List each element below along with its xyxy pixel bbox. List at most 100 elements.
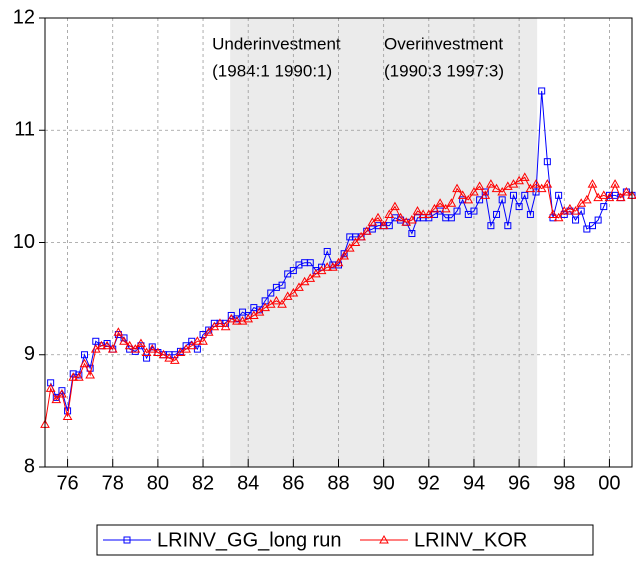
- marker: [288, 288, 299, 297]
- series: [40, 87, 636, 428]
- y-tick-label: 11: [14, 119, 35, 141]
- marker: [509, 191, 517, 199]
- marker: [531, 179, 541, 188]
- marker: [254, 307, 265, 316]
- marker: [423, 209, 434, 218]
- x-tick-label: 84: [237, 472, 259, 494]
- marker: [407, 215, 417, 224]
- marker: [327, 262, 338, 271]
- marker: [497, 186, 508, 196]
- marker: [158, 349, 169, 359]
- y-tick-label: 12: [13, 6, 35, 28]
- marker: [538, 87, 546, 95]
- marker: [75, 371, 83, 379]
- marker: [581, 194, 592, 204]
- marker: [45, 383, 56, 392]
- x-tick-label: 90: [373, 472, 395, 494]
- marker: [289, 267, 297, 275]
- marker: [604, 192, 615, 202]
- marker: [525, 183, 536, 193]
- x-tick-label: 98: [553, 472, 575, 494]
- legend-label: LRINV_KOR: [414, 529, 527, 551]
- marker: [333, 257, 344, 267]
- marker: [164, 353, 175, 362]
- marker: [435, 198, 445, 207]
- marker: [615, 192, 626, 202]
- marker: [543, 158, 551, 166]
- marker: [418, 209, 429, 218]
- marker: [515, 203, 523, 211]
- marker: [446, 198, 457, 207]
- marker: [367, 217, 378, 226]
- marker: [373, 212, 383, 222]
- marker: [588, 222, 596, 230]
- marker: [198, 336, 208, 345]
- marker: [169, 355, 180, 364]
- marker: [147, 344, 158, 353]
- marker: [306, 259, 314, 267]
- marker: [408, 230, 416, 238]
- marker: [519, 172, 530, 181]
- marker: [621, 186, 632, 196]
- marker: [79, 358, 90, 368]
- shaded-regions: Underinvestment (1984:1 1990:1) Overinvest…: [212, 18, 538, 467]
- marker: [47, 379, 55, 387]
- marker: [113, 327, 124, 336]
- x-tick-label: 82: [192, 472, 214, 494]
- marker: [186, 340, 197, 350]
- marker: [278, 281, 286, 289]
- marker: [119, 336, 129, 345]
- marker: [384, 209, 395, 218]
- marker: [148, 343, 156, 351]
- marker: [215, 318, 225, 327]
- marker: [123, 536, 131, 544]
- marker: [294, 282, 304, 291]
- marker: [102, 340, 112, 350]
- x-tick-label: 00: [598, 472, 620, 494]
- marker: [124, 340, 135, 350]
- marker: [395, 212, 406, 222]
- marker: [153, 347, 163, 357]
- marker: [572, 216, 580, 224]
- marker: [542, 179, 553, 188]
- marker: [305, 273, 316, 282]
- marker: [62, 411, 73, 420]
- x-tick-label: 92: [418, 472, 440, 494]
- x-tick-label: 86: [282, 472, 304, 494]
- marker: [548, 209, 558, 218]
- marker: [504, 222, 512, 230]
- marker: [96, 340, 107, 350]
- marker: [57, 389, 67, 398]
- x-tick-label: 96: [508, 472, 530, 494]
- marker: [136, 338, 146, 348]
- grid: [45, 18, 632, 467]
- shaded-region: [378, 18, 538, 467]
- marker: [74, 372, 84, 381]
- y-tick-label: 9: [24, 343, 35, 365]
- marker: [103, 340, 111, 348]
- marker: [526, 210, 534, 218]
- marker: [232, 316, 242, 325]
- marker: [498, 196, 506, 204]
- marker: [429, 203, 440, 213]
- annotation-title: Underinvestment: [212, 34, 341, 53]
- marker: [379, 534, 389, 544]
- marker: [555, 191, 563, 199]
- y-tick-label: 10: [13, 231, 35, 253]
- marker: [220, 321, 231, 331]
- marker: [81, 351, 89, 359]
- marker: [463, 194, 474, 204]
- marker: [344, 243, 355, 252]
- x-tick-label: 80: [147, 472, 169, 494]
- marker: [192, 336, 203, 345]
- marker: [587, 179, 598, 188]
- marker: [610, 179, 620, 188]
- axes: 8 9 10 11 12 76 78 80 82 84 86 88 90 92 94 96 98 00: [13, 6, 621, 494]
- x-tick-label: 88: [327, 472, 349, 494]
- marker: [553, 212, 564, 222]
- marker: [203, 327, 214, 336]
- marker: [476, 196, 484, 204]
- marker: [452, 183, 462, 193]
- marker: [85, 369, 96, 379]
